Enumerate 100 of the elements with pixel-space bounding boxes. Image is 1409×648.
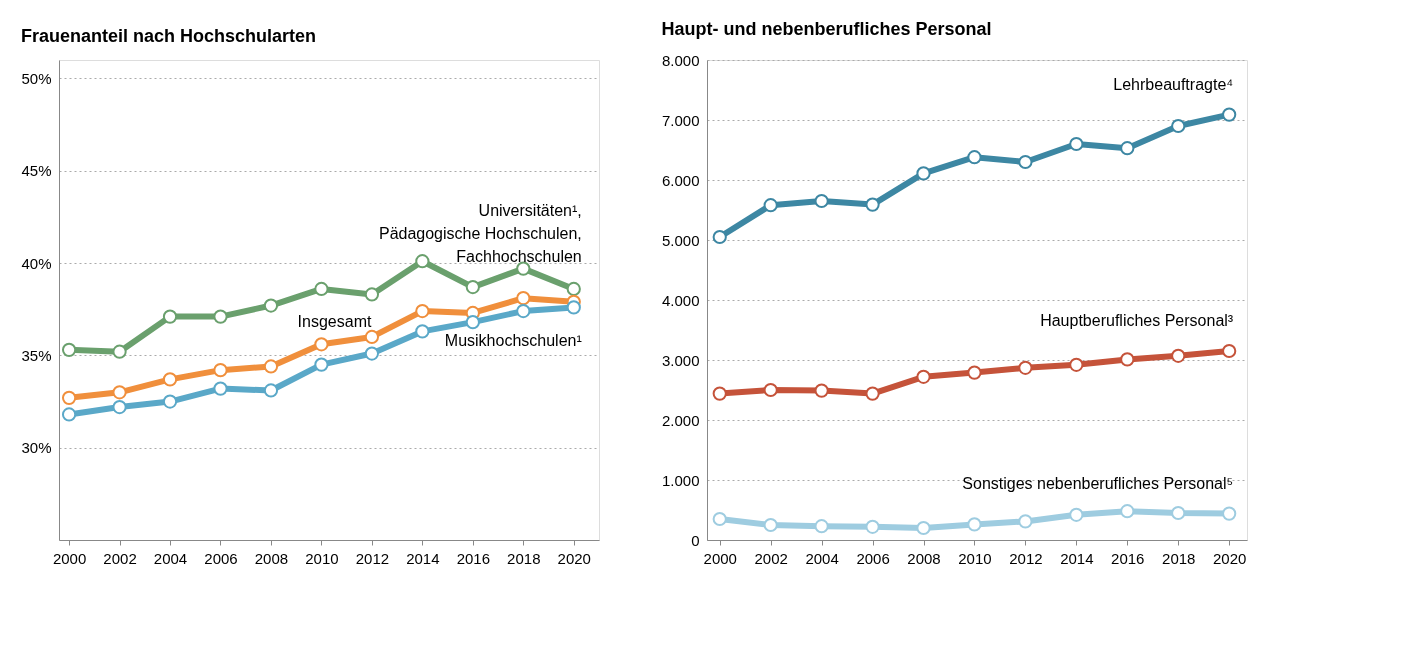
y-tick-label: 0 (691, 531, 700, 549)
point (314, 357, 329, 372)
point (1018, 360, 1033, 375)
x-tick-label: 2004 (153, 549, 188, 567)
point (364, 329, 380, 345)
x-tick-label: 2014 (406, 549, 440, 567)
point (61, 342, 77, 357)
series-label: Universitäten¹, Pädagogische Hochschulen, Fachhochschulen (378, 201, 582, 265)
point (314, 337, 329, 352)
point (213, 381, 228, 396)
x-tick-label: 2018 (1162, 549, 1196, 567)
point (213, 363, 228, 378)
point (162, 372, 178, 387)
y-tick-label: 3.000 (661, 351, 700, 369)
x-tick-label: 2000 (52, 549, 87, 567)
point (1069, 136, 1084, 152)
x-tick-label: 2006 (204, 549, 238, 567)
x-tick-label: 2014 (1060, 549, 1094, 567)
point (712, 511, 727, 527)
point (1120, 504, 1135, 519)
chart-title: Frauenanteil nach Hochschularten (20, 26, 317, 46)
point (814, 383, 829, 398)
point (566, 281, 581, 297)
x-tick-label: 2000 (703, 549, 737, 567)
point (814, 193, 829, 209)
point (263, 298, 279, 313)
point (1171, 118, 1186, 134)
y-tick-label: 7.000 (661, 111, 700, 129)
point (865, 519, 880, 534)
point (916, 166, 931, 181)
y-tick-label: 4.000 (661, 291, 700, 309)
series-label: Hauptberufliches Personal³ (1040, 312, 1234, 329)
y-tick-label: 30% (21, 439, 52, 457)
point (763, 198, 778, 213)
point (1069, 357, 1084, 372)
point (967, 365, 982, 380)
point (263, 383, 279, 398)
point (814, 519, 829, 534)
point (112, 399, 127, 415)
point (112, 385, 127, 400)
x-tick-label: 2012 (1009, 549, 1043, 567)
series-label: Musikhochschulen¹ (444, 332, 582, 350)
point (465, 315, 480, 330)
point (916, 369, 931, 384)
point (865, 197, 880, 212)
x-tick-label: 2010 (305, 549, 339, 567)
x-tick-label: 2020 (557, 549, 591, 567)
point (916, 520, 931, 536)
y-tick-label: 35% (21, 346, 52, 364)
point (263, 359, 279, 374)
x-tick-label: 2012 (355, 549, 390, 567)
point (1222, 343, 1237, 359)
point (61, 390, 77, 405)
x-tick-label: 2018 (507, 549, 541, 567)
x-tick-label: 2020 (1212, 549, 1247, 567)
x-tick-label: 2002 (754, 549, 788, 567)
y-tick-label: 40% (21, 254, 52, 272)
point (1018, 514, 1033, 529)
point (967, 517, 982, 532)
point (763, 517, 778, 533)
x-tick-label: 2002 (103, 549, 137, 567)
point (516, 291, 531, 306)
point (566, 300, 581, 315)
y-tick-label: 8.000 (661, 51, 700, 69)
y-tick-label: 50% (21, 69, 52, 87)
x-tick-label: 2004 (805, 549, 839, 567)
point (1120, 352, 1135, 367)
point (415, 254, 430, 269)
y-tick-label: 1.000 (661, 471, 700, 489)
point (415, 303, 430, 319)
point (1018, 154, 1033, 170)
point (1120, 141, 1135, 156)
x-tick-label: 2016 (1111, 549, 1145, 567)
series-label: Sonstiges nebenberufliches Personal⁵ (962, 474, 1234, 492)
point (61, 407, 77, 422)
point (1222, 107, 1237, 122)
chart-title: Haupt- und nebenberufliches Personal (661, 19, 992, 39)
point (763, 382, 778, 398)
x-tick-label: 2010 (958, 549, 992, 567)
series-label: Lehrbeauftragte⁴ (1113, 75, 1234, 93)
point (1222, 506, 1237, 521)
point (1069, 507, 1084, 522)
y-tick-label: 2.000 (661, 411, 700, 429)
point (364, 287, 380, 302)
point (415, 324, 430, 339)
point (967, 150, 982, 165)
point (162, 394, 178, 409)
x-tick-label: 2008 (254, 549, 289, 567)
point (516, 261, 531, 276)
x-tick-label: 2006 (856, 549, 890, 567)
point (314, 281, 329, 297)
point (1171, 505, 1186, 521)
point (712, 386, 727, 401)
point (516, 303, 531, 319)
point (213, 309, 228, 324)
point (112, 344, 127, 359)
point (712, 229, 727, 245)
x-tick-label: 2016 (456, 549, 491, 567)
point (465, 279, 480, 295)
point (364, 346, 380, 361)
